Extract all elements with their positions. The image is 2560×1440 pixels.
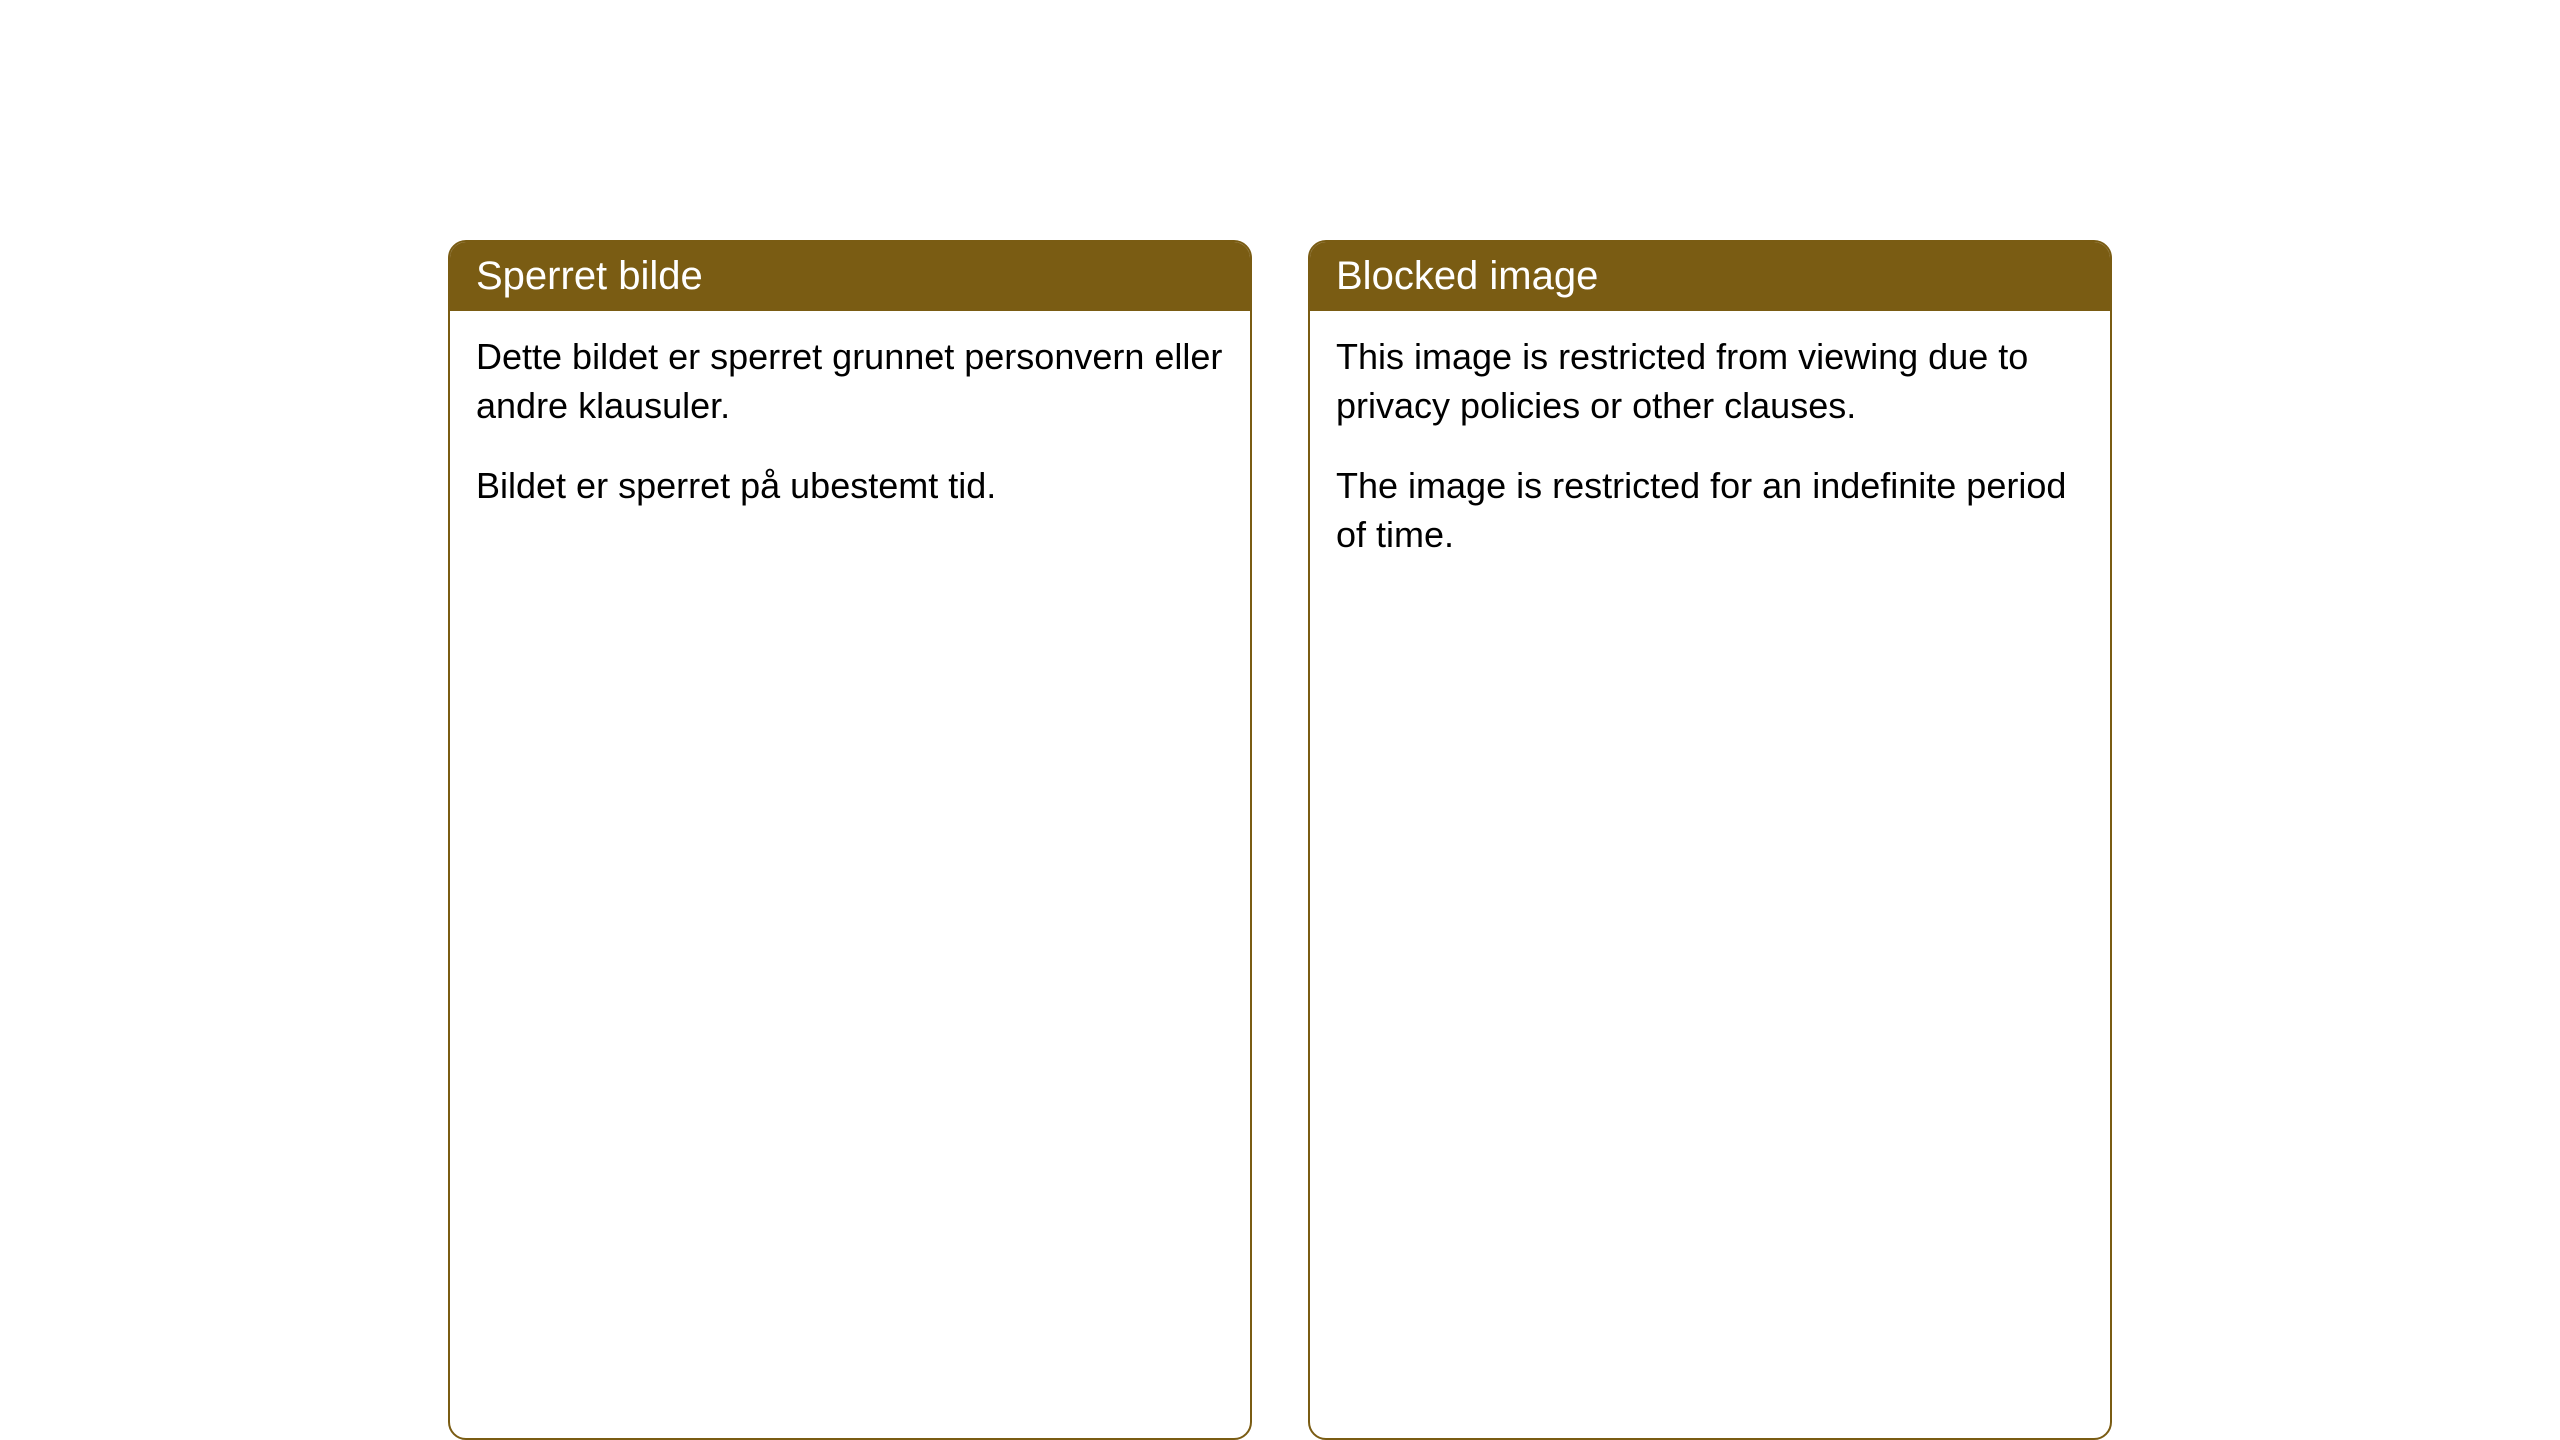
- card-body-en: This image is restricted from viewing du…: [1310, 311, 2110, 607]
- card-body-no: Dette bildet er sperret grunnet personve…: [450, 311, 1250, 559]
- blocked-image-card-no: Sperret bilde Dette bildet er sperret gr…: [448, 240, 1252, 1440]
- card-header-no: Sperret bilde: [450, 242, 1250, 311]
- card-paragraph-2-en: The image is restricted for an indefinit…: [1336, 462, 2084, 559]
- card-paragraph-2-no: Bildet er sperret på ubestemt tid.: [476, 462, 1224, 511]
- cards-container: Sperret bilde Dette bildet er sperret gr…: [448, 240, 2112, 1440]
- blocked-image-card-en: Blocked image This image is restricted f…: [1308, 240, 2112, 1440]
- card-paragraph-1-en: This image is restricted from viewing du…: [1336, 333, 2084, 430]
- card-paragraph-1-no: Dette bildet er sperret grunnet personve…: [476, 333, 1224, 430]
- card-header-en: Blocked image: [1310, 242, 2110, 311]
